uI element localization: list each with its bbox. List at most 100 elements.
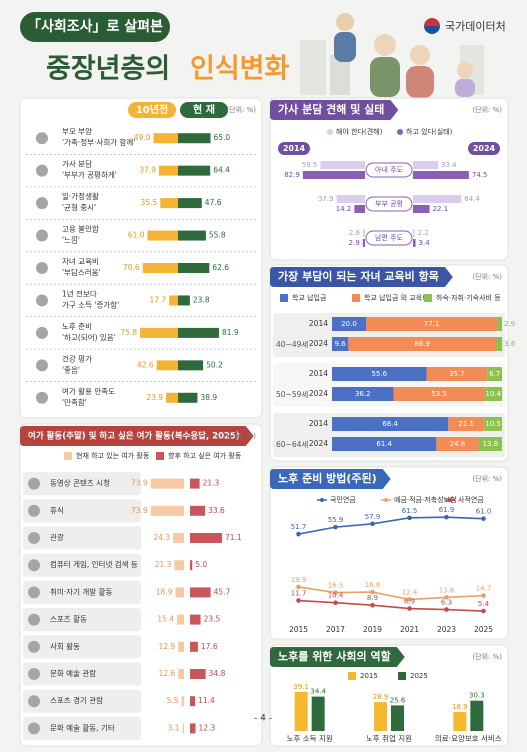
row-label: 1년 전보다 <box>62 288 97 298</box>
row-label: 부모 부양 <box>62 127 92 136</box>
x-tick-label: 2021 <box>400 625 419 634</box>
category-label: 부부 공평 <box>375 199 403 208</box>
x-tick-label: 노후 소득 지원 <box>287 734 333 743</box>
logo-top <box>424 18 440 26</box>
category-box <box>365 162 413 178</box>
panel-title-bg <box>270 647 405 667</box>
row-band <box>23 716 141 740</box>
bar <box>178 392 198 403</box>
value-label: 23.8 <box>193 295 210 304</box>
point <box>481 516 486 521</box>
x-tick-label: 2017 <box>326 625 345 634</box>
point <box>333 600 338 606</box>
value-label: 71.1 <box>225 533 242 542</box>
value-label: 21.1 <box>458 420 474 428</box>
bar <box>413 161 439 169</box>
legend-swatch <box>424 294 432 302</box>
bar <box>336 195 365 203</box>
category-label: 남편 주도 <box>375 233 404 242</box>
value-label: 17.6 <box>201 642 218 651</box>
bar <box>178 641 184 652</box>
bar <box>413 229 415 237</box>
series-tab <box>180 102 228 118</box>
bar <box>311 696 325 731</box>
bar-segment <box>332 337 349 351</box>
value-label: 61.0 <box>128 231 145 240</box>
value-label: 33.6 <box>208 506 225 515</box>
group-label: 50~59세 <box>276 390 308 399</box>
value-label: 42.6 <box>137 360 154 369</box>
panel <box>269 644 509 747</box>
legend-label: 2015 <box>360 672 378 680</box>
bar <box>190 560 193 571</box>
value-label: 22.1 <box>433 205 449 213</box>
unit: (단위: %) <box>472 652 502 661</box>
row-label: '하고(되어) 있음' <box>62 332 116 342</box>
legend-label: 예금·적금·저축성보험 <box>394 495 456 504</box>
row-icon <box>28 504 40 517</box>
value-label: 20.0 <box>341 320 357 328</box>
bar <box>150 478 184 489</box>
bar <box>153 133 178 144</box>
illustration <box>300 13 484 98</box>
bar <box>173 533 184 543</box>
legend-label: 하고 있다(실태) <box>406 127 453 136</box>
bar <box>190 587 211 598</box>
value-label: 12.9 <box>158 642 175 651</box>
value-label: 11.7 <box>291 590 307 598</box>
legend-dot <box>327 129 333 135</box>
unit: (단위: %) <box>472 272 502 281</box>
value-label: 11.4 <box>198 696 215 705</box>
row-label: '느낌' <box>62 235 80 245</box>
value-label: 39.1 <box>293 683 309 691</box>
legend-label: 하숙·자취·기숙사비 등 <box>436 293 501 302</box>
value-label: 47.6 <box>205 198 222 207</box>
value-label: 35.7 <box>449 370 465 378</box>
bar <box>374 702 387 731</box>
row-band <box>23 472 141 496</box>
panel <box>269 466 509 640</box>
value-label: 53.5 <box>431 390 447 398</box>
row-year: 2024 <box>309 339 328 348</box>
footer: - 4 - <box>254 714 272 724</box>
bar <box>169 295 178 306</box>
bar <box>470 700 484 731</box>
legend-label: 사적연금 <box>458 495 484 504</box>
bar-segment <box>497 317 502 331</box>
panel-title-bg <box>270 100 399 120</box>
legend-swatch <box>64 452 72 460</box>
value-label: 21.3 <box>203 479 220 488</box>
bar <box>182 723 184 734</box>
bar-segment <box>487 367 502 381</box>
bar <box>174 560 184 571</box>
value-label: 51.7 <box>291 523 307 531</box>
row-icon <box>28 559 40 572</box>
bar <box>190 696 196 707</box>
x-tick-label: 노후 취업 지원 <box>366 734 412 743</box>
point <box>333 524 338 530</box>
value-label: 10.5 <box>485 420 501 428</box>
bar-segment <box>332 417 449 431</box>
bar <box>294 691 308 731</box>
value-label: 34.4 <box>310 688 326 696</box>
legend-label: 향후 하고 싶은 여가 활동 <box>168 451 242 460</box>
bar-segment <box>496 337 503 351</box>
row-label: 건강 평가 <box>62 353 92 363</box>
value-label: 14.2 <box>336 205 352 213</box>
row-label: '만족함' <box>62 398 87 407</box>
panel-title-bg <box>270 267 453 287</box>
bar <box>159 165 178 176</box>
row-label: '가족·정부·사회가 함께' <box>62 137 135 147</box>
legend-swatch <box>156 452 164 460</box>
bar <box>363 229 365 237</box>
value-label: 34.8 <box>209 669 226 678</box>
value-label: 57.9 <box>365 513 381 521</box>
bar-segment <box>366 317 498 331</box>
bar <box>190 478 200 489</box>
value-label: 64.4 <box>464 195 480 203</box>
legend-swatch <box>398 672 406 680</box>
bar <box>178 327 219 338</box>
point <box>481 593 486 598</box>
